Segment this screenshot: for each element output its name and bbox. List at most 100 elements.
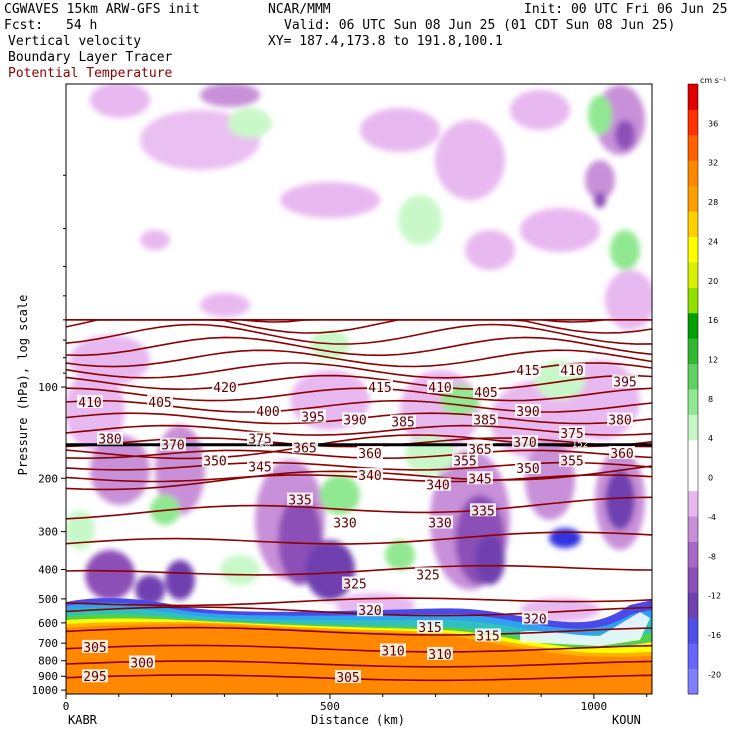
- y-tick-label: 500: [38, 593, 58, 606]
- x-tick-label: 500: [320, 700, 340, 713]
- theta-label-bg: [335, 669, 361, 683]
- theta-label: 380: [608, 414, 631, 429]
- colorbar-segment: [688, 389, 698, 415]
- colorbar-label: -12: [708, 592, 721, 601]
- theta-label: 390: [516, 405, 539, 420]
- theta-contour: [66, 626, 652, 636]
- theta-label: 380: [98, 433, 121, 448]
- theta-label: 335: [471, 504, 494, 519]
- theta-label: 340: [426, 479, 449, 494]
- theta-label-bg: [427, 515, 453, 529]
- theta-label: 415: [516, 364, 539, 379]
- valid-time: Valid: 06 UTC Sun 08 Jun 25 (01 CDT Sun …: [284, 18, 676, 33]
- x-axis-label: Distance (km): [311, 713, 405, 727]
- theta-label-bg: [202, 453, 228, 467]
- theta-label-bg: [160, 437, 186, 451]
- colorbar-segment: [688, 592, 698, 619]
- theta-label-bg: [612, 374, 638, 388]
- theta-label-bg: [417, 620, 443, 634]
- theta-label: 300: [130, 656, 153, 671]
- theta-label-bg: [512, 435, 538, 449]
- colorbar-segment: [688, 668, 698, 695]
- theta-contour: [66, 323, 652, 345]
- theta-label: 305: [336, 671, 359, 686]
- y-tick-label: 100: [38, 381, 58, 394]
- colorbar-segment: [688, 617, 698, 644]
- theta-label: 360: [358, 447, 381, 462]
- y-axis-label: Pressure (hPa), log scale: [16, 295, 30, 476]
- theta-label: 365: [293, 441, 316, 456]
- colorbar-segment: [688, 439, 698, 466]
- theta-label: 355: [560, 455, 583, 470]
- colorbar-frame: [687, 83, 699, 695]
- theta-label-bg: [427, 380, 453, 394]
- plot-frame: [65, 83, 653, 695]
- theta-label-bg: [472, 412, 498, 426]
- theta-contour: [66, 374, 652, 391]
- theta-label-bg: [470, 503, 496, 517]
- theta-label-bg: [473, 385, 499, 399]
- colorbar-segment: [688, 287, 698, 314]
- theta-label-bg: [559, 453, 585, 467]
- theta-label-bg: [380, 643, 406, 657]
- forecast-label: Fcst:: [4, 18, 44, 33]
- colorbar-label: -16: [708, 631, 721, 640]
- theta-label-bg: [147, 394, 173, 408]
- colorbar-segment: [688, 643, 698, 670]
- colorbar-segment: [688, 261, 698, 288]
- theta-label: 415: [368, 381, 391, 396]
- theta-label-bg: [129, 655, 155, 669]
- theta-label-bg: [367, 380, 393, 394]
- colorbar-segment: [688, 160, 698, 187]
- colorbar-segment: [688, 516, 698, 542]
- colorbar-label: 24: [708, 237, 718, 246]
- field-boundary-layer-tracer: Boundary Layer Tracer: [8, 50, 173, 65]
- theta-label: 350: [516, 462, 539, 477]
- colorbar-label: 8: [708, 395, 713, 404]
- colorbar-segment: [688, 490, 698, 517]
- theta-label: 395: [301, 410, 324, 425]
- theta-label-bg: [342, 576, 368, 590]
- field-vertical-velocity: Vertical velocity: [8, 34, 142, 49]
- theta-label: 375: [560, 427, 583, 442]
- theta-label: 385: [391, 416, 414, 431]
- colorbar-segment: [688, 363, 698, 390]
- theta-label: 400: [256, 405, 279, 420]
- theta-label-bg: [357, 467, 383, 481]
- theta-label: 405: [148, 396, 171, 411]
- theta-label: 390: [343, 414, 366, 429]
- theta-label: 295: [83, 670, 106, 685]
- theta-label: 360: [610, 447, 633, 462]
- theta-label-bg: [609, 445, 635, 459]
- theta-contour: [66, 362, 652, 379]
- theta-label: 410: [78, 396, 101, 411]
- potential-temperature-labels: 420 415 410 405 415 410 395 410 405 400 395 390 385 3…: [77, 363, 638, 686]
- colorbar-segment: [688, 134, 698, 161]
- colorbar-segment: [688, 414, 698, 441]
- colorbar-label: 28: [708, 198, 718, 207]
- theta-label-bg: [342, 412, 368, 426]
- theta-label-bg: [515, 404, 541, 418]
- theta-contour: [66, 424, 652, 436]
- colorbar-segment: [688, 84, 698, 110]
- init-time: Init: 00 UTC Fri 06 Jun 25: [524, 2, 728, 17]
- colorbar-segment: [688, 211, 698, 237]
- colorbar-segment: [688, 185, 698, 212]
- theta-label-bg: [475, 628, 501, 642]
- theta-label-bg: [467, 471, 493, 485]
- theta-label-bg: [300, 409, 326, 423]
- organization: NCAR/MMM: [268, 2, 331, 17]
- theta-label-bg: [425, 477, 451, 491]
- theta-label: 370: [513, 436, 536, 451]
- theta-label: 385: [473, 414, 496, 429]
- theta-label: 330: [428, 517, 451, 532]
- theta-label-bg: [559, 363, 585, 377]
- theta-label: 405: [474, 386, 497, 401]
- y-tick-label: 900: [38, 670, 58, 683]
- theta-label: 320: [523, 612, 546, 627]
- theta-contour: [66, 564, 652, 576]
- theta-label: 310: [381, 644, 404, 659]
- theta-label-bg: [390, 414, 416, 428]
- y-tick-label: 700: [38, 637, 58, 650]
